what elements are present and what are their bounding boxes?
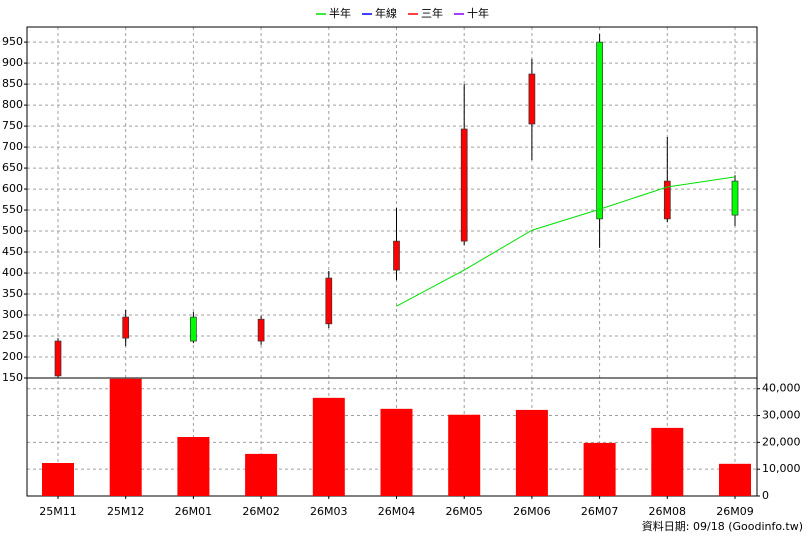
y-tick-label: 650 [2, 161, 23, 174]
legend-label: 半年 [329, 6, 351, 20]
candle-body [393, 240, 400, 271]
y2-tick-label: 30,000 [762, 409, 801, 422]
volume-bar [583, 442, 616, 496]
x-tick-label: 26M06 [513, 505, 551, 518]
volume-bar [515, 409, 548, 496]
x-tick-label: 26M09 [716, 505, 754, 518]
y2-tick-label: 10,000 [762, 462, 801, 475]
y-tick-label: 800 [2, 98, 23, 111]
y-tick-label: 950 [2, 35, 23, 48]
y-tick-label: 850 [2, 77, 23, 90]
x-tick-label: 26M03 [310, 505, 348, 518]
y-tick-label: 400 [2, 266, 23, 279]
candle-body [325, 277, 333, 325]
volume-bar [312, 397, 345, 496]
candle-body [663, 180, 671, 220]
x-tick-label: 26M05 [445, 505, 483, 518]
candle-body [731, 180, 739, 216]
volume-bar [719, 463, 751, 496]
y-tick-label: 450 [2, 245, 23, 258]
y-tick-label: 250 [2, 329, 23, 342]
candle-body [190, 316, 197, 342]
volume-bar [448, 414, 481, 496]
volume-bar [177, 437, 210, 496]
x-tick-label: 26M01 [175, 505, 213, 518]
y-tick-label: 350 [2, 287, 23, 300]
volume-bar [245, 453, 278, 496]
volume-bar [651, 427, 684, 496]
x-tick-label: 26M02 [242, 505, 280, 518]
y-tick-label: 150 [2, 371, 23, 384]
x-tick-label: 25M11 [39, 505, 77, 518]
legend-label: 十年 [467, 6, 489, 20]
y-tick-label: 200 [2, 350, 23, 363]
y-tick-label: 300 [2, 308, 23, 321]
x-tick-label: 25M12 [107, 505, 145, 518]
legend-label: 年線 [375, 6, 397, 20]
candle-body [528, 73, 536, 125]
y-tick-label: 600 [2, 182, 23, 195]
volume-bar [380, 408, 413, 496]
y2-tick-label: 20,000 [762, 435, 801, 448]
x-tick-label: 26M07 [581, 505, 619, 518]
y-tick-label: 500 [2, 224, 23, 237]
candle-body [122, 316, 130, 339]
y-tick-label: 900 [2, 56, 23, 69]
y2-tick-label: 0 [762, 489, 769, 502]
candle-body [54, 340, 62, 377]
candle-body [257, 318, 265, 342]
candle-body [596, 41, 603, 220]
legend-label: 三年 [421, 6, 443, 20]
x-tick-label: 26M04 [378, 505, 416, 518]
y2-tick-label: 40,000 [762, 382, 801, 395]
y-tick-label: 700 [2, 140, 23, 153]
y-tick-label: 750 [2, 119, 23, 132]
x-tick-label: 26M08 [649, 505, 687, 518]
volume-bar [42, 463, 74, 496]
volume-bar [109, 378, 142, 496]
footer: 資料日期: 09/18 (Goodinfo.tw) [642, 519, 803, 533]
candle-body [460, 128, 468, 242]
line-series [396, 176, 736, 307]
y-tick-label: 550 [2, 203, 23, 216]
